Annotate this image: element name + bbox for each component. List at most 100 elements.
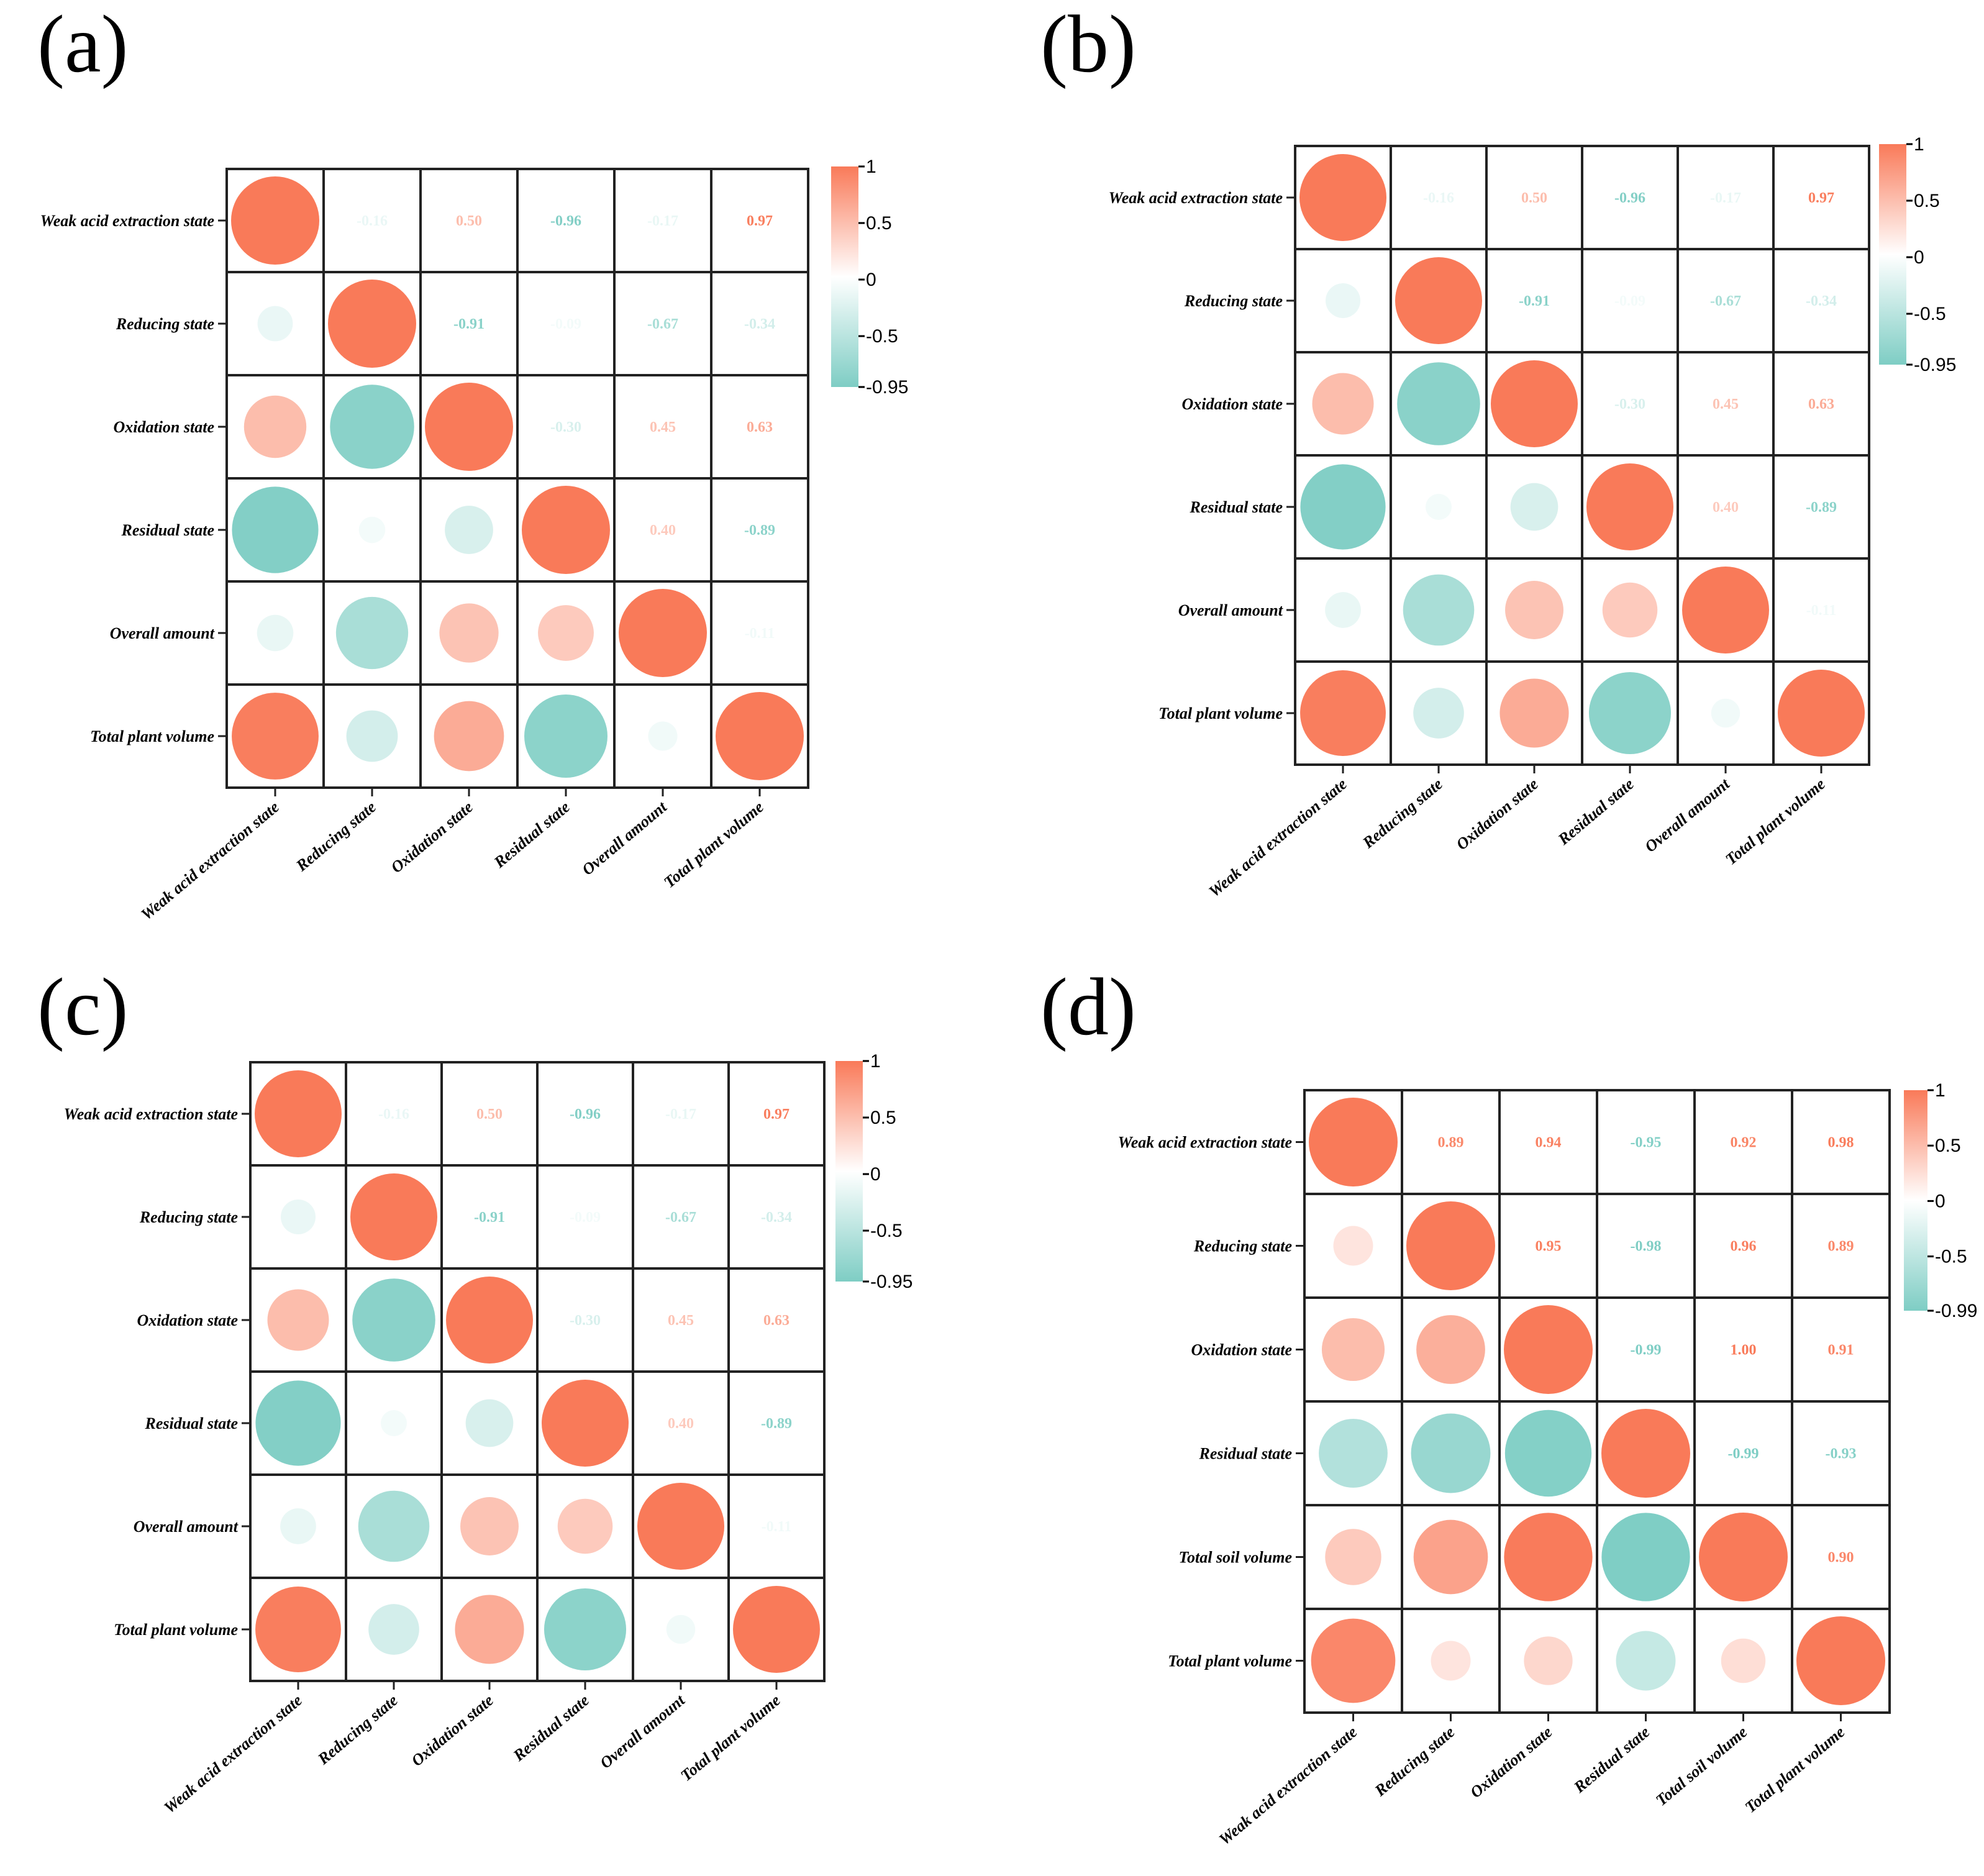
corr-circle: [231, 176, 319, 265]
col-label: Oxidation state: [388, 798, 476, 877]
corr-value-label: 0.50: [456, 213, 482, 229]
corr-value-label: -0.30: [570, 1313, 601, 1329]
corr-value-label: -0.16: [1423, 190, 1454, 206]
corr-value-label: -0.17: [647, 213, 678, 229]
corr-circle: [434, 701, 504, 772]
col-label: Weak acid extraction state: [137, 798, 282, 923]
corr-value-label: -0.30: [1614, 396, 1645, 412]
corr-value-label: 0.97: [763, 1106, 790, 1122]
corr-circle: [1333, 1226, 1373, 1266]
row-label: Residual state: [1189, 498, 1283, 516]
col-label: Total plant volume: [660, 798, 767, 891]
corr-circle: [1601, 1513, 1690, 1601]
corr-value-label: 0.97: [1808, 190, 1834, 206]
corr-circle: [557, 1498, 613, 1554]
grid-cell: [516, 271, 616, 376]
corr-circle: [619, 589, 707, 677]
corr-value-label: 0.45: [668, 1313, 694, 1329]
col-label: Reducing state: [1358, 775, 1446, 852]
corr-circle: [335, 596, 409, 670]
panel-label-d: (d): [1040, 961, 1136, 1052]
colorbar-tick-label: -0.99: [1935, 1301, 1977, 1321]
colorbar-tick-label: 0.5: [866, 213, 892, 234]
corr-circle: [1309, 1098, 1398, 1186]
corr-circle: [358, 516, 386, 544]
grid-cell: [1693, 1296, 1793, 1403]
corr-value-label: -0.93: [1826, 1446, 1857, 1462]
corr-value-label: -0.99: [1631, 1342, 1662, 1359]
corr-value-label: 0.89: [1438, 1135, 1464, 1151]
corr-value-label: -0.67: [1710, 293, 1741, 309]
colorbar-tick-label: -0.95: [1914, 355, 1956, 375]
row-label: Residual state: [1198, 1445, 1292, 1463]
grid-cell: [1693, 1193, 1793, 1299]
grid-cell: [1498, 1193, 1598, 1299]
corr-value-label: 0.91: [1828, 1342, 1854, 1359]
grid-cell: [1693, 1400, 1793, 1506]
col-label: Residual state: [1554, 775, 1637, 849]
corr-value-label: -0.89: [761, 1416, 792, 1432]
corr-circle: [1699, 1513, 1788, 1601]
corr-value-label: 0.98: [1828, 1135, 1854, 1151]
corr-circle: [544, 1588, 627, 1671]
grid-cell: [1791, 1504, 1891, 1610]
corr-value-label: 0.40: [668, 1416, 694, 1432]
corr-value-label: 0.40: [650, 522, 676, 539]
row-label: Overall amount: [110, 624, 215, 642]
corr-circle: [1325, 592, 1361, 628]
corr-value-label: -0.91: [453, 316, 485, 332]
corr-value-label: -0.89: [1806, 499, 1837, 516]
col-label: Overall amount: [578, 798, 670, 879]
corr-circle: [232, 693, 319, 780]
corr-circle: [648, 721, 678, 751]
grid-cell: [1485, 248, 1583, 353]
corr-circle: [1682, 567, 1769, 653]
row-label: Weak acid extraction state: [1109, 189, 1283, 207]
corr-circle: [542, 1380, 629, 1467]
corr-value-label: -0.09: [1614, 293, 1645, 309]
corr-circle: [1524, 1636, 1573, 1685]
grid-cell: [727, 1473, 826, 1579]
row-label: Total soil volume: [1179, 1549, 1293, 1567]
corr-value-label: 0.90: [1828, 1550, 1854, 1566]
row-label: Residual state: [144, 1414, 238, 1432]
colorbar: [831, 166, 858, 387]
corr-circle: [716, 692, 804, 780]
colorbar: [1879, 144, 1906, 365]
grid-cell: [440, 1061, 539, 1167]
col-label: Weak acid extraction state: [1205, 775, 1350, 900]
row-label: Weak acid extraction state: [64, 1105, 238, 1123]
corr-value-label: 0.63: [1808, 396, 1834, 412]
grid-cell: [613, 374, 712, 480]
corr-circle: [1796, 1616, 1885, 1705]
corr-value-label: -0.67: [665, 1209, 696, 1226]
corr-circle: [1413, 688, 1464, 739]
corr-circle: [1299, 154, 1386, 241]
grid-cell: [710, 580, 809, 686]
col-label: Residual state: [490, 798, 573, 872]
corr-circle: [352, 1278, 435, 1362]
corr-circle: [1426, 494, 1452, 520]
corr-value-label: -0.96: [550, 213, 581, 229]
corr-circle: [1300, 670, 1386, 756]
corr-value-label: -0.95: [1631, 1135, 1662, 1151]
row-label: Reducing state: [139, 1208, 238, 1226]
corr-circle: [1413, 1519, 1488, 1595]
corr-value-label: -0.16: [378, 1106, 409, 1122]
grid-cell: [1772, 351, 1870, 457]
corr-circle: [381, 1410, 407, 1436]
corr-circle: [255, 1070, 342, 1157]
corr-circle: [1403, 574, 1475, 646]
corr-circle: [1321, 1318, 1385, 1382]
row-label: Total plant volume: [1168, 1652, 1292, 1670]
corr-circle: [1504, 1305, 1593, 1394]
grid-cell: [440, 1164, 539, 1270]
grid-cell: [516, 374, 616, 480]
corr-value-label: 0.97: [747, 213, 773, 229]
grid-cell: [727, 1370, 826, 1476]
corr-value-label: -0.30: [550, 419, 581, 435]
